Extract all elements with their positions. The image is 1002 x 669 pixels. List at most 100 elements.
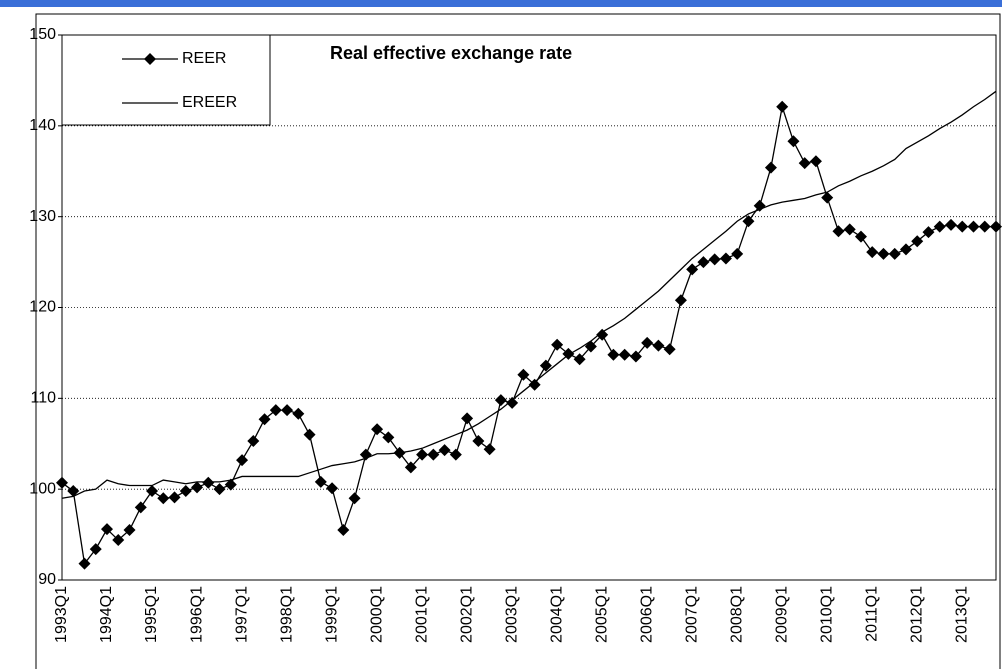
x-tick-label: 1995Q1 — [143, 586, 160, 643]
data-point — [843, 223, 856, 236]
data-point — [157, 492, 170, 505]
data-point — [292, 407, 305, 420]
data-point — [449, 448, 462, 461]
data-point — [348, 492, 361, 505]
data-point — [629, 350, 642, 363]
data-point — [776, 100, 789, 113]
x-tick-label: 1993Q1 — [53, 586, 70, 643]
x-tick-label: 1999Q1 — [323, 586, 340, 643]
data-point — [427, 448, 440, 461]
x-tick-label: 2005Q1 — [593, 586, 610, 643]
x-tick-label: 2009Q1 — [773, 586, 790, 643]
data-point — [382, 431, 395, 444]
x-tick-label: 2011Q1 — [863, 586, 880, 642]
legend-label: EREER — [182, 94, 237, 111]
x-tick-label: 2010Q1 — [818, 586, 835, 643]
data-point — [101, 523, 114, 536]
data-point — [472, 435, 485, 448]
data-point — [933, 220, 946, 233]
data-point — [404, 461, 417, 474]
data-point — [652, 339, 665, 352]
y-tick-label: 150 — [29, 26, 56, 43]
data-point — [67, 484, 80, 497]
data-point — [89, 543, 102, 556]
series-line — [61, 90, 997, 499]
data-point — [269, 404, 282, 417]
data-point — [337, 524, 350, 537]
y-tick-label: 130 — [29, 208, 56, 225]
data-point — [247, 435, 260, 448]
data-point — [641, 336, 654, 349]
data-point — [742, 215, 755, 228]
data-point — [539, 359, 552, 372]
data-point — [888, 247, 901, 260]
data-point — [78, 557, 91, 570]
data-point — [483, 443, 496, 456]
x-tick-label: 2008Q1 — [728, 586, 745, 643]
y-tick-label: 120 — [29, 299, 56, 316]
legend-box — [61, 34, 271, 126]
data-point — [461, 412, 474, 425]
data-point — [202, 476, 215, 489]
data-point — [674, 294, 687, 307]
data-point — [326, 482, 339, 495]
data-point — [281, 404, 294, 417]
data-point — [832, 225, 845, 238]
data-point — [731, 247, 744, 260]
data-point — [528, 378, 541, 391]
data-point — [866, 246, 879, 259]
y-tick-label: 110 — [30, 390, 56, 407]
data-point — [438, 444, 451, 457]
data-point — [854, 230, 867, 243]
data-point — [708, 253, 721, 266]
x-tick-label: 2003Q1 — [503, 586, 520, 643]
data-point — [798, 157, 811, 170]
data-point — [607, 348, 620, 361]
data-point — [663, 343, 676, 356]
x-tick-label: 2007Q1 — [683, 586, 700, 643]
x-tick-label: 1998Q1 — [278, 586, 295, 643]
top-bar — [0, 0, 1002, 7]
data-point — [213, 483, 226, 496]
data-point — [686, 263, 699, 276]
chart-title: Real effective exchange rate — [330, 43, 572, 63]
data-point — [697, 256, 710, 269]
data-point — [494, 394, 507, 407]
data-point — [809, 155, 822, 168]
data-point — [224, 478, 237, 491]
data-point — [179, 484, 192, 497]
data-point — [764, 161, 777, 174]
data-point — [551, 338, 564, 351]
data-point — [719, 252, 732, 265]
data-point — [821, 191, 834, 204]
data-point — [371, 423, 384, 436]
y-tick-label: 90 — [38, 571, 56, 588]
data-point — [191, 481, 204, 494]
x-tick-label: 2001Q1 — [413, 586, 430, 643]
data-point — [258, 413, 271, 426]
y-tick-label: 100 — [29, 480, 56, 497]
x-tick-label: 2002Q1 — [458, 586, 475, 643]
data-point — [922, 226, 935, 239]
x-tick-label: 2012Q1 — [908, 586, 925, 643]
data-point — [303, 428, 316, 441]
data-point — [112, 534, 125, 547]
data-point — [506, 396, 519, 409]
data-point — [146, 484, 159, 497]
x-tick-label: 2000Q1 — [368, 586, 385, 643]
x-tick-label: 2006Q1 — [638, 586, 655, 643]
plot — [56, 90, 1002, 570]
x-tick-label: 1997Q1 — [233, 586, 250, 643]
data-point — [573, 353, 586, 366]
x-tick-label: 2004Q1 — [548, 586, 565, 643]
data-point — [236, 454, 249, 467]
data-point — [956, 220, 969, 233]
legend: REER EREER — [122, 50, 237, 111]
x-tick-label: 1996Q1 — [188, 586, 205, 643]
data-point — [416, 448, 429, 461]
legend-label: REER — [182, 50, 226, 67]
x-tick-label: 1994Q1 — [98, 586, 115, 643]
data-point — [944, 218, 957, 231]
